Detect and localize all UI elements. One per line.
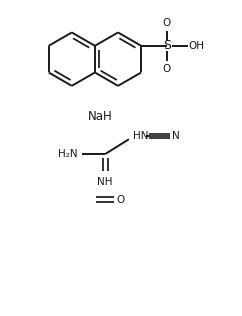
Text: O: O [163,18,171,28]
Text: HN: HN [133,131,148,141]
Text: N: N [172,131,180,141]
Text: O: O [116,195,124,204]
Text: OH: OH [189,41,204,51]
Text: O: O [163,64,171,74]
Text: NaH: NaH [88,110,113,123]
Text: NH: NH [98,177,113,187]
Text: S: S [163,39,171,52]
Text: H₂N: H₂N [58,149,77,159]
